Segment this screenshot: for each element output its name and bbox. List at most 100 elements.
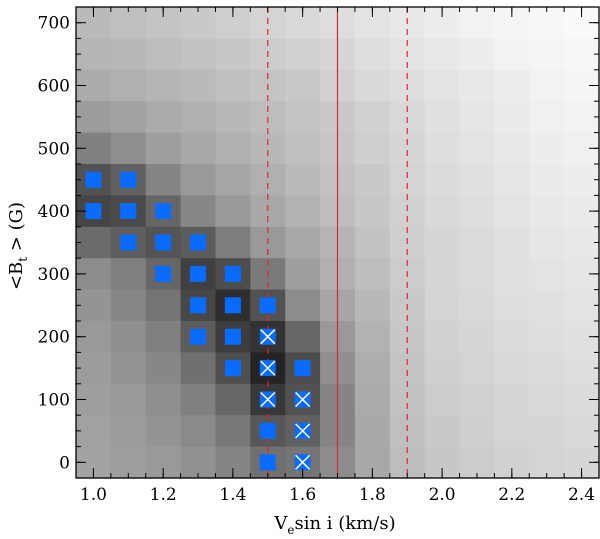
heatmap-cell [354, 69, 391, 102]
marker-square [259, 422, 276, 439]
heatmap-cell [564, 38, 600, 71]
marker-square [85, 203, 102, 220]
markers [85, 171, 311, 471]
marker-cross-stroke [295, 423, 311, 439]
heatmap-cell [145, 69, 182, 102]
heatmap-cell [459, 132, 495, 165]
heatmap-cell [110, 383, 147, 416]
heatmap-cell [215, 383, 251, 416]
heatmap-cell [494, 101, 530, 134]
heatmap-cell [110, 352, 147, 385]
marker-cross-stroke [260, 391, 276, 408]
heatmap-cell [529, 258, 565, 291]
heatmap-cell [180, 101, 217, 134]
y-tick-label: 100 [38, 391, 70, 411]
x-tick-label: 1.2 [150, 485, 177, 505]
y-tick-label: 200 [38, 328, 70, 348]
heatmap-cell [494, 415, 530, 448]
marker-square [190, 297, 207, 314]
y-axis-label: <Bt > (G) [6, 202, 30, 290]
heatmap-cell [529, 195, 565, 228]
heatmap-cell [285, 321, 321, 353]
heatmap-cell [494, 258, 530, 291]
ticks [75, 6, 600, 479]
heatmap-cell [564, 226, 600, 259]
marker-cross-stroke [295, 391, 311, 408]
marker-cross-stroke [260, 360, 276, 376]
heatmap-cell [529, 226, 565, 259]
reference-lines [267, 7, 408, 478]
heatmap-cell [180, 38, 217, 71]
x-tick-label: 1.8 [359, 485, 386, 505]
heatmap-cell [76, 289, 112, 322]
heatmap-cell [110, 101, 147, 134]
heatmap-cell [215, 69, 251, 102]
heatmap-cell [145, 132, 182, 165]
heatmap-cell [110, 258, 147, 291]
heatmap-cell [76, 226, 112, 259]
heatmap-cell [564, 352, 600, 385]
heatmap-cell [354, 321, 391, 353]
heatmap-cell [354, 38, 391, 71]
heatmap-cell [424, 258, 461, 291]
heatmap-cell [564, 415, 600, 448]
heatmap-cell [564, 289, 600, 322]
heatmap-cell [424, 101, 461, 134]
heatmap-cell [424, 69, 461, 102]
x-tick-label: 1.6 [289, 485, 316, 505]
heatmap-cell [285, 289, 321, 322]
heatmap-cell [529, 321, 565, 353]
heatmap-cell [459, 226, 495, 259]
marker-square [155, 265, 172, 282]
heatmap-cell [285, 164, 321, 196]
heatmap-cell [180, 132, 217, 165]
heatmap-cell [389, 352, 426, 385]
heatmap-cell [389, 195, 426, 228]
heatmap-cell [354, 289, 391, 322]
heatmap-cell [285, 132, 321, 165]
heatmap-cell [76, 101, 112, 134]
marker-square [224, 297, 241, 314]
heatmap-cell [215, 101, 251, 134]
marker-square [224, 328, 241, 345]
heatmap-cell [285, 101, 321, 134]
heatmap-cell [76, 415, 112, 448]
heatmap-cell [424, 321, 461, 353]
heatmap-cell [285, 226, 321, 259]
heatmap-cell [529, 415, 565, 448]
heatmap-cell [145, 164, 182, 196]
heatmap-cell [110, 289, 147, 322]
heatmap-cell [110, 415, 147, 448]
heatmap-cell [389, 383, 426, 416]
y-tick-label: 700 [38, 14, 70, 34]
heatmap-cell [354, 415, 391, 448]
heatmap-cell [424, 383, 461, 416]
heatmap-cell [180, 69, 217, 102]
heatmap-cell [459, 258, 495, 291]
y-tick-label: 300 [38, 265, 70, 285]
heatmap-cell [424, 415, 461, 448]
heatmap-cell [459, 164, 495, 196]
heatmap-cell [180, 383, 217, 416]
x-tick-label: 1.0 [80, 485, 107, 505]
heatmap-cell [215, 38, 251, 71]
heatmap-cell [215, 415, 251, 448]
x-tick-label: 1.4 [219, 485, 246, 505]
heatmap-cell [529, 383, 565, 416]
heatmap-cell [459, 383, 495, 416]
heatmap-cell [180, 415, 217, 448]
heatmap-cell [529, 289, 565, 322]
marker-square [155, 203, 172, 220]
x-tick-label: 2.4 [568, 485, 595, 505]
heatmap-cell [110, 38, 147, 71]
heatmap-cell [564, 101, 600, 134]
x-tick-label: 2.2 [498, 485, 525, 505]
heatmap-cell [494, 69, 530, 102]
heatmap-cell [145, 383, 182, 416]
y-tick-label: 600 [38, 77, 70, 97]
heatmap-cell [459, 38, 495, 71]
tick-labels: 1.0 1.2 1.4 1.6 1.8 2.0 2.2 2.4 0 100 200 300 400 500… [38, 14, 596, 505]
heatmap-cell [250, 195, 286, 228]
marker-square [190, 265, 207, 282]
marker-square [224, 360, 241, 377]
